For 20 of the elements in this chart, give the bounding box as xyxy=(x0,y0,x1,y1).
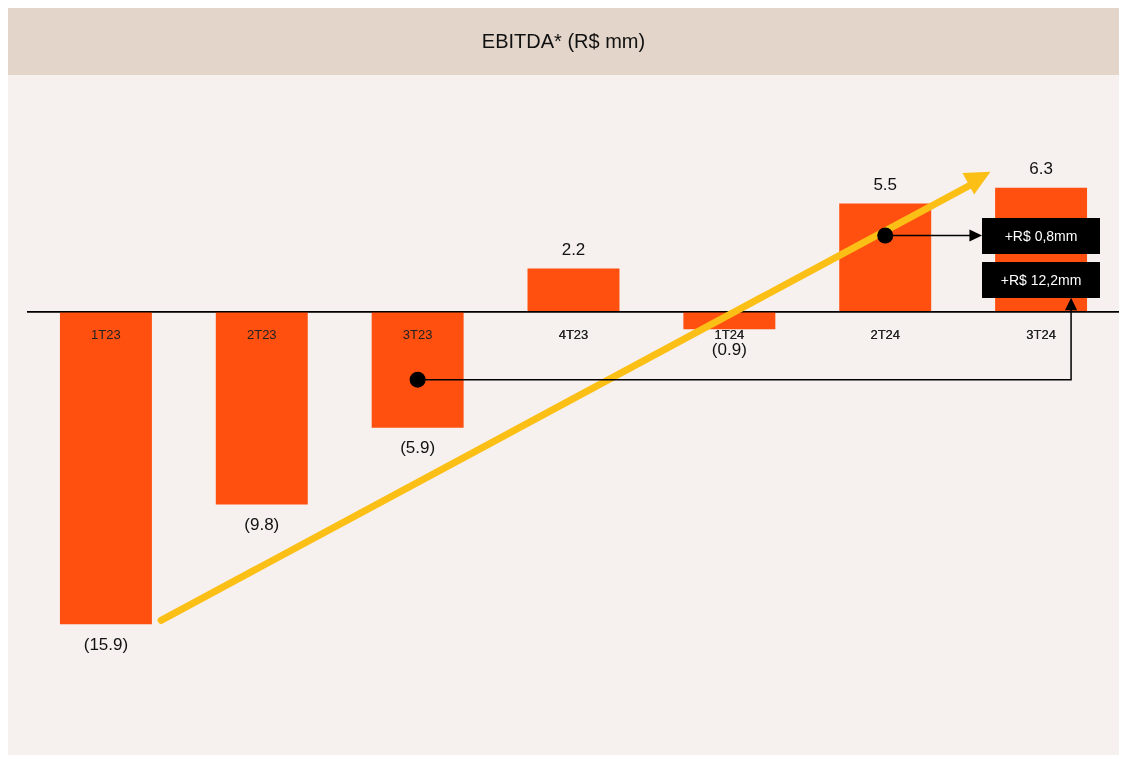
x-tick-label: 3T24 xyxy=(1026,327,1056,343)
data-label: 5.5 xyxy=(873,174,898,194)
data-label: (5.9) xyxy=(400,437,436,457)
data-label: (15.9) xyxy=(83,634,129,654)
x-tick-label: 2T24 xyxy=(870,327,901,343)
x-tick-label: 3T23 xyxy=(402,327,433,343)
bar xyxy=(371,311,464,428)
x-tick-label: 1T23 xyxy=(91,327,121,343)
data-label: 6.3 xyxy=(1029,158,1053,178)
callout-box: +R$ 0,8mm xyxy=(982,217,1101,254)
bar xyxy=(527,268,620,312)
bar xyxy=(839,203,932,312)
bar xyxy=(59,311,152,625)
data-label: 2.2 xyxy=(561,239,586,259)
data-label: (9.8) xyxy=(244,514,280,534)
x-tick-label: 4T23 xyxy=(558,327,589,343)
x-tick-label: 2T23 xyxy=(246,327,277,343)
callout-box: +R$ 12,2mm xyxy=(982,261,1101,298)
chart-title: EBITDA* (R$ mm) xyxy=(8,8,1119,75)
bar xyxy=(215,311,308,505)
